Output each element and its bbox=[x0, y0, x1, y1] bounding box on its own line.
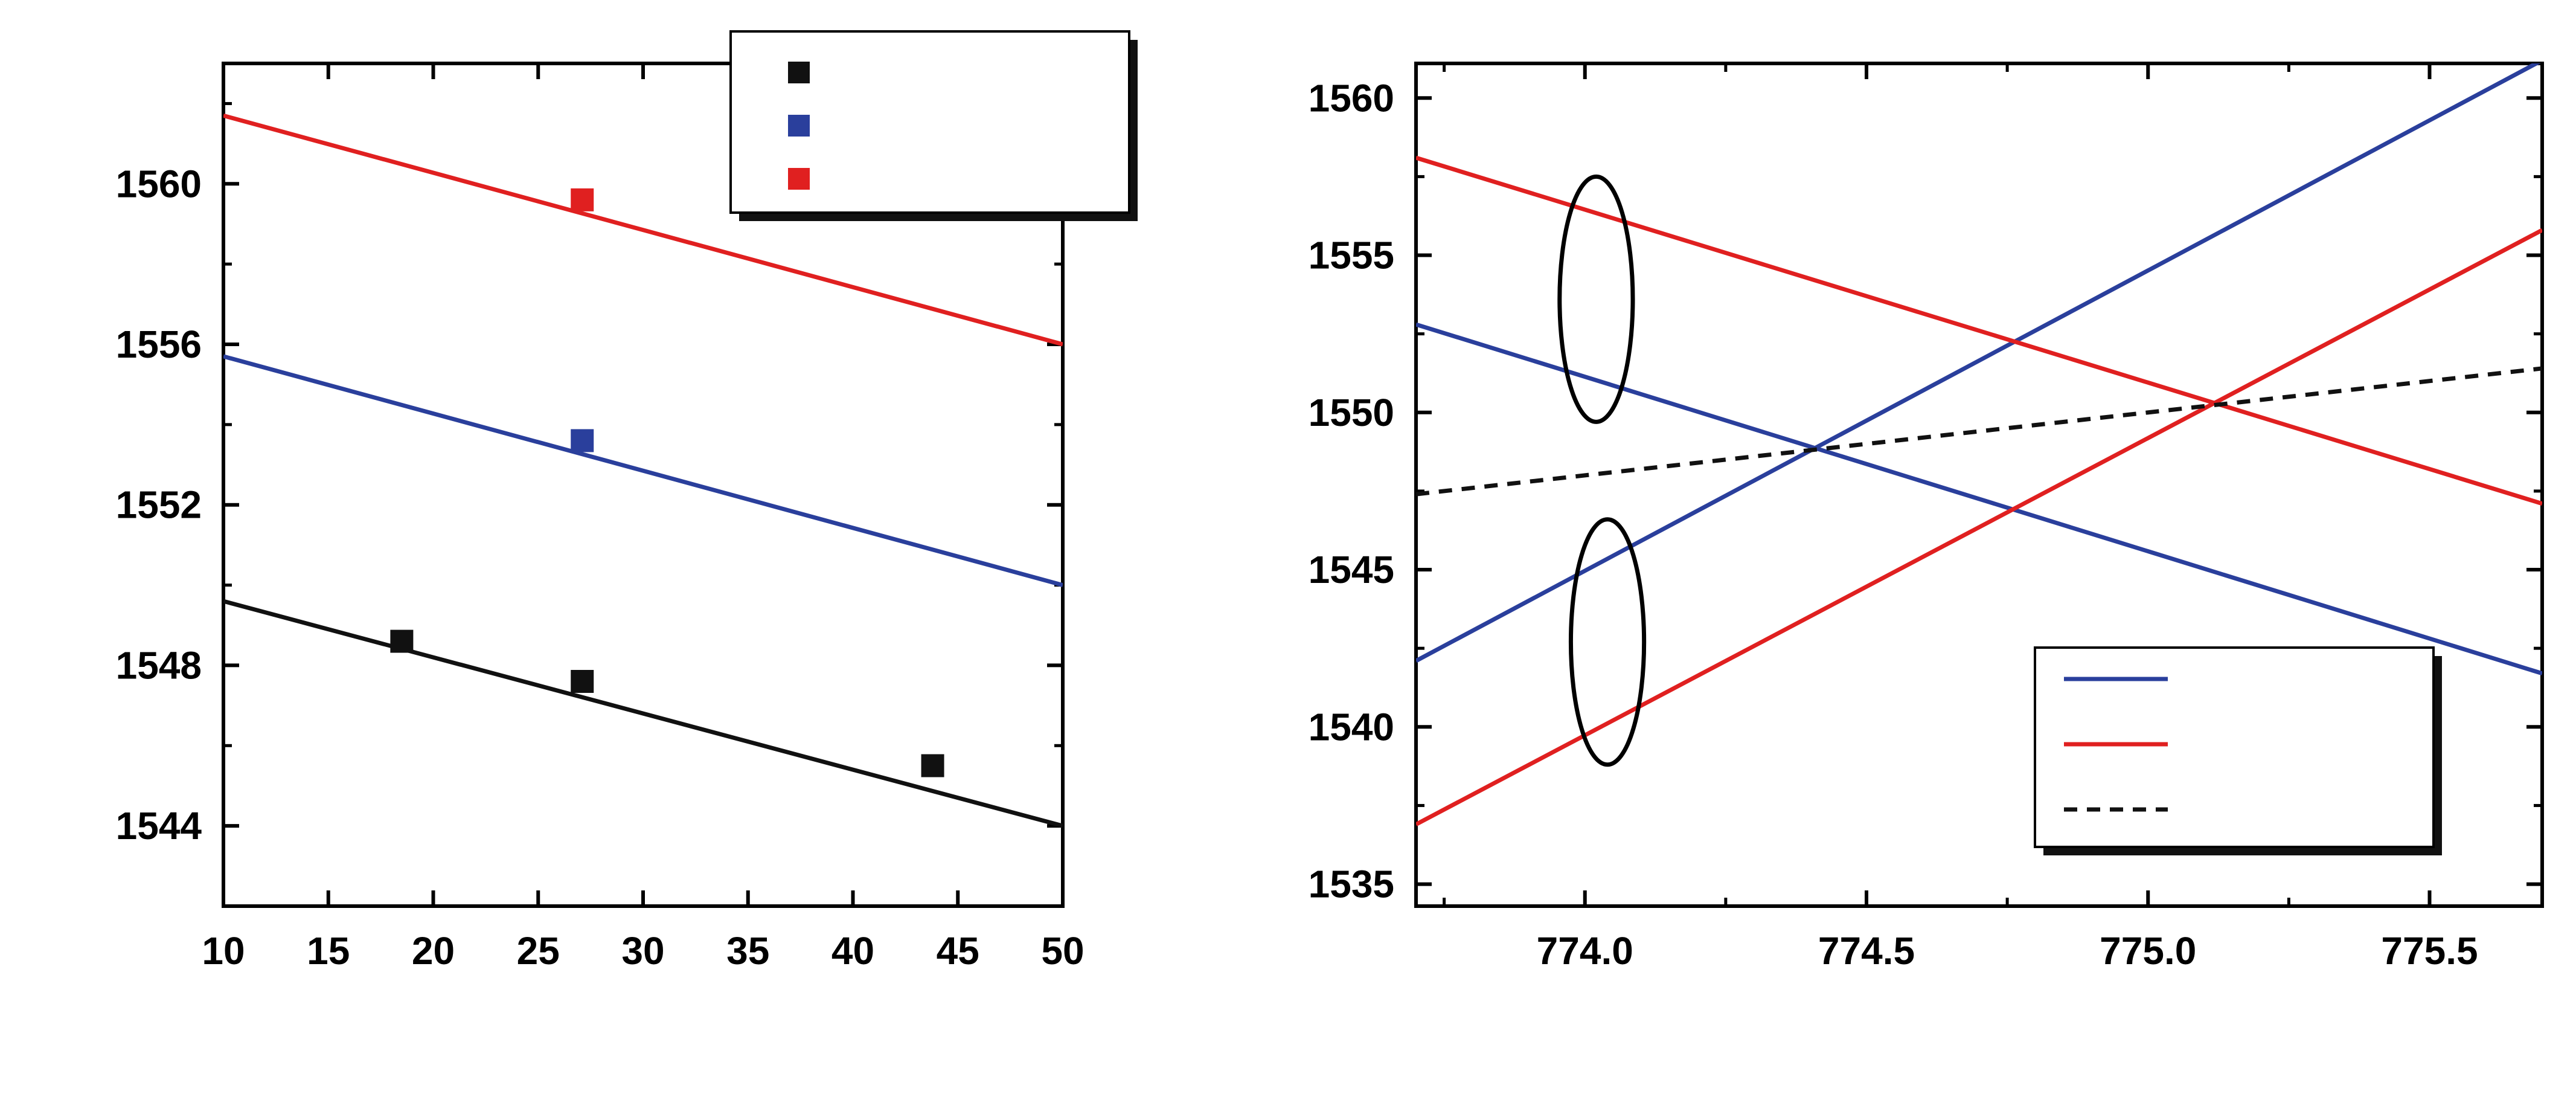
legend-marker-series-2 bbox=[788, 168, 810, 190]
right-y-tick-label: 1545 bbox=[1309, 548, 1394, 591]
left-x-tick-label: 25 bbox=[517, 929, 560, 973]
line-series-1-branch-0 bbox=[1416, 228, 2542, 826]
right-x-tick-label: 774.5 bbox=[1818, 929, 1915, 973]
right-x-tick-label: 775.0 bbox=[2100, 929, 2196, 973]
left-x-tick-label: 50 bbox=[1041, 929, 1084, 973]
left-y-tick-label: 1560 bbox=[116, 162, 202, 205]
right-legend bbox=[2034, 646, 2442, 855]
left-x-tick-label: 35 bbox=[726, 929, 769, 973]
left-fit-lines bbox=[223, 113, 1063, 828]
fit-line-series-1 bbox=[223, 354, 1063, 587]
right-x-tick-label: 774.0 bbox=[1537, 929, 1633, 973]
left-x-tick-label: 30 bbox=[621, 929, 664, 973]
right-chart-signal-idler: 774.0 774.5 775.0 775.5 1535 1540 1545 1550 1555… bbox=[1309, 62, 2544, 973]
left-x-tick-label: 15 bbox=[307, 929, 350, 973]
right-x-tick-label: 775.5 bbox=[2381, 929, 2478, 973]
legend-marker-series-0 bbox=[788, 62, 810, 83]
data-point-series-0 bbox=[571, 670, 594, 693]
right-y-tick-label: 1550 bbox=[1309, 391, 1394, 434]
right-y-tick-label: 1555 bbox=[1309, 234, 1394, 277]
left-x-tick-label: 10 bbox=[202, 929, 245, 973]
left-x-tick-label: 20 bbox=[412, 929, 455, 973]
line-series-0-branch-0 bbox=[1416, 63, 2541, 663]
line-series-0-branch-1 bbox=[1416, 322, 2542, 676]
ellipse-te bbox=[1568, 517, 1647, 767]
left-x-tick-label: 45 bbox=[937, 929, 979, 973]
ellipse-tm bbox=[1557, 174, 1635, 424]
right-lines bbox=[1416, 63, 2542, 826]
data-point-series-2 bbox=[571, 188, 594, 211]
data-point-series-0 bbox=[921, 754, 944, 777]
data-point-series-1 bbox=[571, 429, 594, 452]
line-series-1-branch-1 bbox=[1416, 155, 2542, 506]
right-y-tick-label: 1535 bbox=[1309, 863, 1394, 906]
right-y-tick-label: 1560 bbox=[1309, 76, 1394, 120]
left-x-tick-label: 40 bbox=[831, 929, 874, 973]
line-series-2-branch-0 bbox=[1416, 366, 2542, 497]
legend-marker-series-1 bbox=[788, 115, 810, 137]
left-y-tick-label: 1544 bbox=[116, 804, 202, 848]
left-legend bbox=[729, 30, 1138, 221]
left-chart-phasematching: 10 15 20 25 30 35 40 45 50 1544 1548 1552 1556 1560 bbox=[116, 30, 1138, 973]
left-y-tick-label: 1548 bbox=[116, 643, 202, 687]
right-y-tick-label: 1540 bbox=[1309, 705, 1394, 748]
fit-line-series-0 bbox=[223, 599, 1063, 828]
fit-line-series-2 bbox=[223, 113, 1063, 347]
left-y-tick-label: 1552 bbox=[116, 483, 202, 527]
data-point-series-0 bbox=[390, 629, 414, 653]
left-y-tick-label: 1556 bbox=[116, 323, 202, 366]
